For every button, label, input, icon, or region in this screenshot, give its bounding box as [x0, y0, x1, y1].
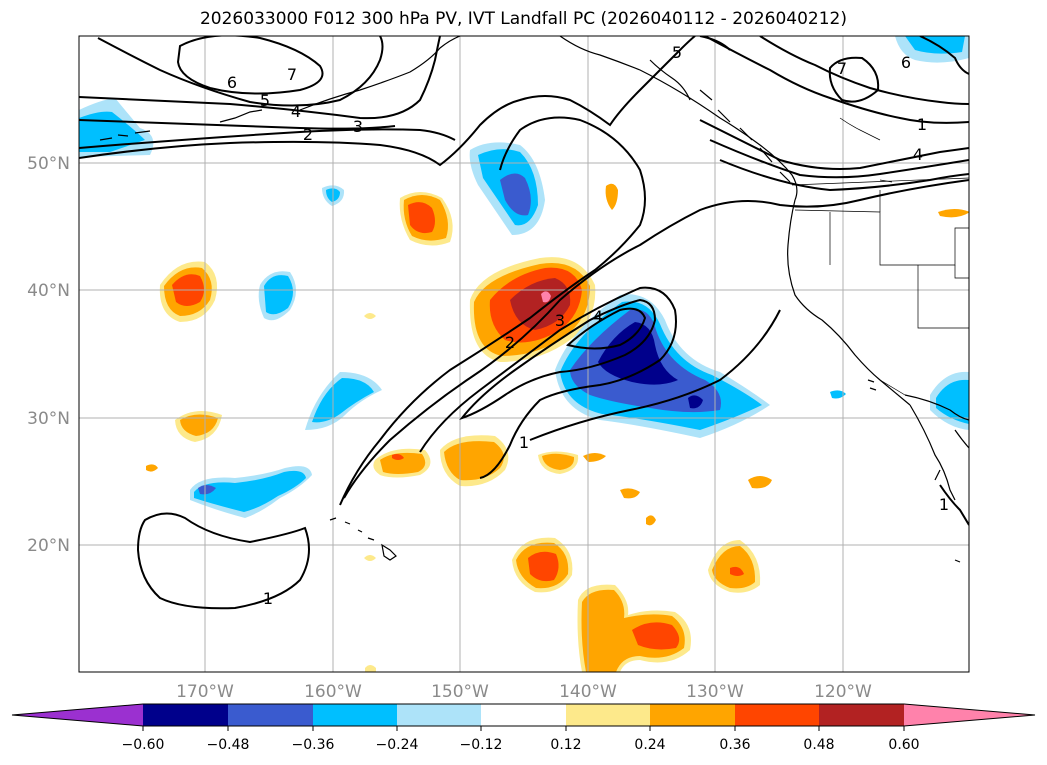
state-borders [791, 117, 969, 396]
anomaly-region-orange-5 [373, 448, 431, 478]
contour-label: 1 [263, 589, 273, 608]
colorbar-tick-labels: −0.60 −0.48 −0.36 −0.24 −0.12 0.12 0.24 … [122, 737, 920, 753]
colorbar-swatch [228, 704, 313, 726]
latitude-labels: 50°N 40°N 30°N 20°N [27, 154, 70, 556]
contour-label: 5 [672, 43, 682, 62]
anomaly-region-goa-blue [469, 142, 545, 235]
colorbar-extend-right [904, 704, 1035, 726]
colorbar-swatch [397, 704, 481, 726]
contour-label: 1 [519, 433, 529, 452]
contour-label: 5 [260, 91, 270, 110]
anomaly-region-blue-2 [258, 271, 296, 321]
colorbar-swatch [313, 704, 397, 726]
lon-label: 170°W [176, 682, 234, 702]
colorbar-swatch [143, 704, 228, 726]
contour-label: 6 [227, 73, 237, 92]
lat-label: 30°N [27, 409, 70, 429]
anomaly-region-nw-blue [79, 98, 154, 157]
anomaly-region-orange-14 [708, 540, 761, 593]
colorbar-extend-left [12, 704, 143, 726]
contour-label: 7 [837, 59, 847, 78]
contour-labels: 7 6 5 4 3 2 1 5 7 6 4 3 2 4 1 1 1 [227, 43, 949, 608]
anomaly-region-orange-10 [620, 488, 640, 499]
anomaly-region-orange-13 [512, 537, 573, 593]
contour-label: 3 [353, 117, 363, 136]
colorbar-tick-label: −0.24 [376, 737, 419, 753]
colorbar-tick-label: −0.12 [460, 737, 503, 753]
anomaly-region-orange-1 [399, 192, 453, 246]
contour-label: 3 [555, 311, 565, 330]
anomaly-region-orange-6 [440, 435, 509, 487]
lat-label: 20°N [27, 536, 70, 556]
lon-label: 130°W [686, 682, 744, 702]
anomaly-region-blue-3 [305, 372, 382, 430]
contour-label: 1 [939, 495, 949, 514]
lon-label: 150°W [431, 682, 489, 702]
anomaly-dot-3 [365, 665, 376, 672]
longitude-labels: 170°W 160°W 150°W 140°W 130°W 120°W [176, 682, 872, 702]
colorbar-tick-label: −0.60 [122, 737, 165, 753]
lat-label: 40°N [27, 281, 70, 301]
anomaly-region-orange-9 [146, 464, 158, 472]
anomaly-region-orange-2 [605, 183, 618, 210]
contour-label: 7 [287, 65, 297, 84]
contour-label: 4 [291, 102, 301, 121]
anomaly-dot-4 [830, 390, 846, 399]
map-content: 7 6 5 4 3 2 1 5 7 6 4 3 2 4 1 1 1 [79, 36, 969, 672]
contour-label: 6 [901, 53, 911, 72]
anomaly-region-orange-12 [748, 476, 772, 489]
colorbar-tick-label: 0.36 [719, 737, 750, 753]
pv-contours [79, 36, 969, 610]
colorbar-tick-label: 0.60 [888, 737, 919, 753]
contour-label: 4 [593, 307, 603, 326]
colorbar: −0.60 −0.48 −0.36 −0.24 −0.12 0.12 0.24 … [11, 703, 1036, 753]
anomaly-region-orange-16 [938, 209, 969, 218]
contour-label: 2 [303, 125, 313, 144]
colorbar-tick-label: −0.36 [292, 737, 335, 753]
anomaly-region-main-negative [555, 294, 770, 438]
colorbar-swatch [650, 704, 735, 726]
anomaly-region-orange-11 [646, 515, 656, 526]
lon-label: 160°W [304, 682, 362, 702]
colorbar-swatch [735, 704, 819, 726]
anomaly-region-orange-7 [538, 451, 579, 474]
anomaly-region-orange-8 [583, 453, 606, 462]
lon-label: 120°W [814, 682, 872, 702]
anomaly-region-orange-15 [577, 584, 691, 672]
colorbar-swatch [566, 704, 650, 726]
anomaly-region-blue-4 [190, 466, 312, 518]
map-frame [78, 35, 970, 673]
colorbar-swatch [481, 704, 566, 726]
colorbar-ticks [142, 726, 905, 731]
anomaly-region-orange-3 [159, 261, 218, 322]
contour-label: 1 [917, 115, 927, 134]
colorbar-tick-label: 0.12 [550, 737, 581, 753]
anomaly-dot-2 [364, 555, 376, 561]
anomaly-dot-1 [364, 313, 376, 319]
lon-label: 140°W [559, 682, 617, 702]
anomaly-region-orange-4 [175, 411, 222, 442]
colorbar-tick-label: 0.48 [803, 737, 834, 753]
colorbar-tick-label: −0.48 [207, 737, 250, 753]
anomaly-region-blue-5 [930, 371, 969, 430]
lat-label: 50°N [27, 154, 70, 174]
colorbar-tick-label: 0.24 [634, 737, 665, 753]
map-title: 2026033000 F012 300 hPa PV, IVT Landfall… [199, 9, 847, 29]
colorbar-swatch [819, 704, 904, 726]
contour-label: 4 [913, 145, 923, 164]
contour-label: 2 [505, 333, 515, 352]
